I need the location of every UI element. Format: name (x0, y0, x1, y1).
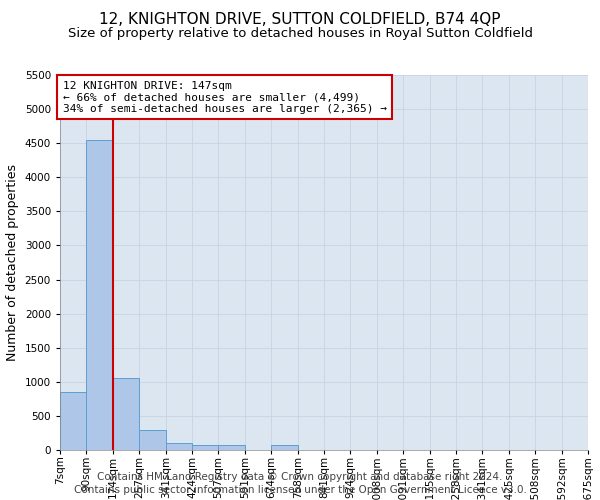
Y-axis label: Number of detached properties: Number of detached properties (6, 164, 19, 361)
Text: 12, KNIGHTON DRIVE, SUTTON COLDFIELD, B74 4QP: 12, KNIGHTON DRIVE, SUTTON COLDFIELD, B7… (99, 12, 501, 28)
Bar (218, 444, 245, 450)
Text: Size of property relative to detached houses in Royal Sutton Coldfield: Size of property relative to detached ho… (67, 28, 533, 40)
Bar (86, 140, 113, 450)
Text: 12 KNIGHTON DRIVE: 147sqm
← 66% of detached houses are smaller (4,499)
34% of se: 12 KNIGHTON DRIVE: 147sqm ← 66% of detac… (62, 80, 386, 114)
Bar (166, 443, 192, 450)
Bar (60, 392, 86, 450)
Bar (271, 445, 298, 450)
Text: Contains HM Land Registry data © Crown copyright and database right 2024.: Contains HM Land Registry data © Crown c… (97, 472, 503, 482)
Bar (139, 430, 166, 450)
Bar (113, 378, 139, 450)
Text: Contains public sector information licensed under the Open Government Licence v3: Contains public sector information licen… (74, 485, 526, 495)
Bar (192, 444, 218, 450)
